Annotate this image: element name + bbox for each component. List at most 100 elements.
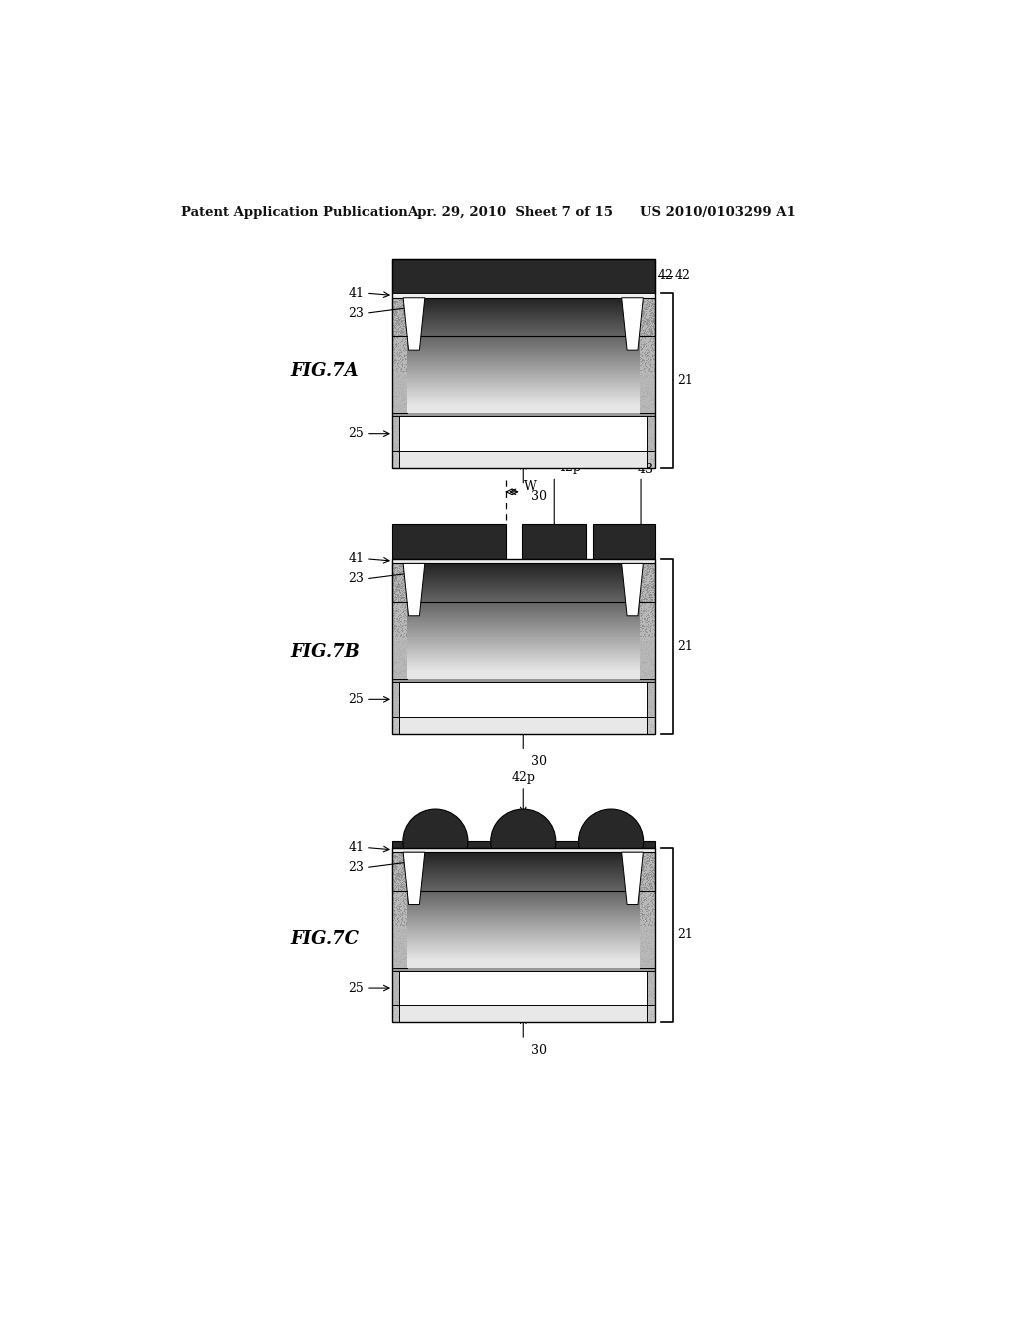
Point <box>584 325 600 346</box>
Point <box>406 418 422 440</box>
Point <box>495 858 511 879</box>
Point <box>558 873 574 894</box>
Point <box>420 446 436 467</box>
Point <box>646 574 663 595</box>
Point <box>393 921 410 942</box>
Point <box>594 418 610 440</box>
Point <box>570 565 587 586</box>
Point <box>552 297 568 318</box>
Point <box>401 314 418 335</box>
Point <box>561 566 578 587</box>
Point <box>630 420 646 441</box>
Point <box>423 723 439 744</box>
Point <box>545 565 561 586</box>
Point <box>409 861 425 882</box>
Point <box>638 635 654 656</box>
Point <box>564 318 581 339</box>
Point <box>585 436 601 457</box>
Point <box>499 424 515 445</box>
Point <box>609 442 626 463</box>
Point <box>519 677 536 698</box>
Point <box>528 323 545 345</box>
Text: 21: 21 <box>677 928 692 941</box>
Point <box>444 993 461 1014</box>
Point <box>618 325 635 346</box>
Point <box>393 879 410 900</box>
Point <box>507 590 523 611</box>
Point <box>401 688 418 709</box>
Point <box>395 863 412 884</box>
Point <box>438 451 455 473</box>
Point <box>471 591 487 612</box>
Point <box>639 846 655 867</box>
Point <box>640 586 656 607</box>
Point <box>406 304 422 325</box>
Point <box>435 314 452 335</box>
Point <box>388 288 404 309</box>
Point <box>465 684 481 705</box>
Point <box>440 570 457 591</box>
Point <box>534 433 550 454</box>
Point <box>535 317 551 338</box>
Point <box>645 408 662 429</box>
Point <box>521 293 538 314</box>
Point <box>637 345 653 366</box>
Point <box>418 994 434 1015</box>
Point <box>633 355 649 376</box>
Point <box>521 995 538 1016</box>
Point <box>455 313 471 334</box>
Point <box>572 722 589 743</box>
Point <box>532 581 549 602</box>
Point <box>641 969 657 990</box>
Point <box>554 708 570 729</box>
Point <box>574 710 591 731</box>
Point <box>570 422 587 444</box>
Point <box>597 296 613 317</box>
Point <box>620 578 636 599</box>
Point <box>427 305 443 326</box>
Point <box>636 680 652 701</box>
Point <box>391 927 408 948</box>
Point <box>393 397 410 418</box>
Point <box>508 449 524 470</box>
Point <box>534 305 550 326</box>
Point <box>635 861 651 882</box>
Point <box>558 441 574 462</box>
Point <box>474 556 490 577</box>
Point <box>389 455 406 477</box>
Point <box>622 569 638 590</box>
Point <box>438 440 455 461</box>
Point <box>460 685 476 706</box>
Point <box>463 965 479 986</box>
Point <box>605 696 622 717</box>
Point <box>461 863 477 884</box>
Point <box>582 296 598 317</box>
Point <box>632 323 648 345</box>
Point <box>395 385 412 407</box>
Point <box>623 569 639 590</box>
Point <box>562 850 579 871</box>
Point <box>394 700 411 721</box>
Point <box>510 859 526 880</box>
Point <box>518 428 535 449</box>
Point <box>473 875 489 896</box>
Point <box>420 457 436 478</box>
Point <box>424 292 440 313</box>
Point <box>638 355 654 376</box>
Point <box>571 408 588 429</box>
Point <box>461 1005 477 1026</box>
Point <box>423 561 439 582</box>
Point <box>389 441 406 462</box>
Point <box>636 890 652 911</box>
Point <box>607 445 624 466</box>
Point <box>625 313 641 334</box>
Point <box>431 869 447 890</box>
Point <box>514 678 530 700</box>
Point <box>496 705 512 726</box>
Point <box>527 965 544 986</box>
Point <box>598 319 614 341</box>
Point <box>462 408 478 429</box>
Point <box>520 875 537 896</box>
Point <box>493 296 509 317</box>
Point <box>618 442 635 463</box>
